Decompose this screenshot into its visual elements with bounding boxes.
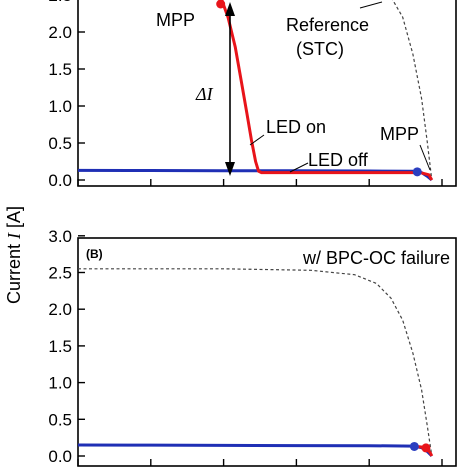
annot-delta-i-symbol: ΔI xyxy=(195,84,214,104)
y-axis-title: Current I [A] xyxy=(4,206,24,304)
panel-b-title: w/ BPC-OC failure xyxy=(302,248,450,268)
annot-led-on: LED on xyxy=(266,117,326,137)
panel-b-y-ticks: 0.0 0.5 1.0 1.5 2.0 2.5 3.0 xyxy=(48,227,85,466)
y-tick-label: 0.5 xyxy=(48,134,72,153)
mpp-marker-led-off xyxy=(412,167,422,177)
reference-leader-line xyxy=(359,1,383,9)
panel-a: 0.0 0.5 1.0 1.5 2.0 2.5 MPP Reference (STC) Δ… xyxy=(48,0,457,190)
panel-b: 0.00.51.01.52.02.53.0 0510152025 (B) w/ … xyxy=(48,227,457,474)
y-tick-label: 2.5 xyxy=(48,0,72,5)
panel-a-frame xyxy=(77,0,457,187)
y-tick-label: 1.5 xyxy=(48,60,72,79)
y-tick-label: 2.0 xyxy=(48,300,72,319)
delta-i-arrow xyxy=(225,2,235,176)
y-tick-label: 1.5 xyxy=(48,337,72,356)
mpp-marker-led-off xyxy=(409,441,419,451)
y-tick-label: 0.0 xyxy=(48,447,72,466)
y-tick-label: 1.0 xyxy=(48,374,72,393)
y-tick-label: 0.0 xyxy=(48,171,72,190)
series-line-led-off xyxy=(77,443,433,458)
panel-a-x-ticks xyxy=(77,179,443,186)
annot-mpp-right: MPP xyxy=(380,124,419,144)
y-tick-label: 1.0 xyxy=(48,97,72,116)
panel-a-plot-area xyxy=(77,0,434,182)
led-off-leader-line xyxy=(289,162,309,173)
series-line-led-on xyxy=(220,0,434,181)
y-tick-label: 0.5 xyxy=(48,410,72,429)
panel-a-y-ticks: 0.0 0.5 1.0 1.5 2.0 2.5 xyxy=(48,0,85,190)
annot-reference-line2: (STC) xyxy=(296,39,344,59)
mpp-marker-led-on xyxy=(216,0,226,9)
y-axis-title-unit: [A] xyxy=(4,206,24,233)
panel-b-plot-area xyxy=(77,268,434,458)
mpp-marker-led-on xyxy=(421,443,431,453)
annot-reference: Reference xyxy=(286,15,369,35)
panel-b-frame xyxy=(77,237,457,467)
y-axis-title-symbol: I xyxy=(4,232,24,240)
series-line-reference-stc xyxy=(392,0,433,181)
annot-delta-i: ΔI xyxy=(195,84,214,104)
y-axis-title-prefix: Current xyxy=(4,239,24,304)
mpp-right-leader-line xyxy=(419,144,431,171)
annot-mpp-top: MPP xyxy=(156,10,195,30)
series-line-reference xyxy=(78,268,433,457)
y-tick-label: 2.0 xyxy=(48,23,72,42)
panel-b-label: (B) xyxy=(86,247,103,261)
annot-led-off: LED off xyxy=(308,150,369,170)
y-tick-label: 3.0 xyxy=(48,227,72,246)
y-tick-label: 2.5 xyxy=(48,264,72,283)
led-on-leader-line xyxy=(249,134,265,146)
